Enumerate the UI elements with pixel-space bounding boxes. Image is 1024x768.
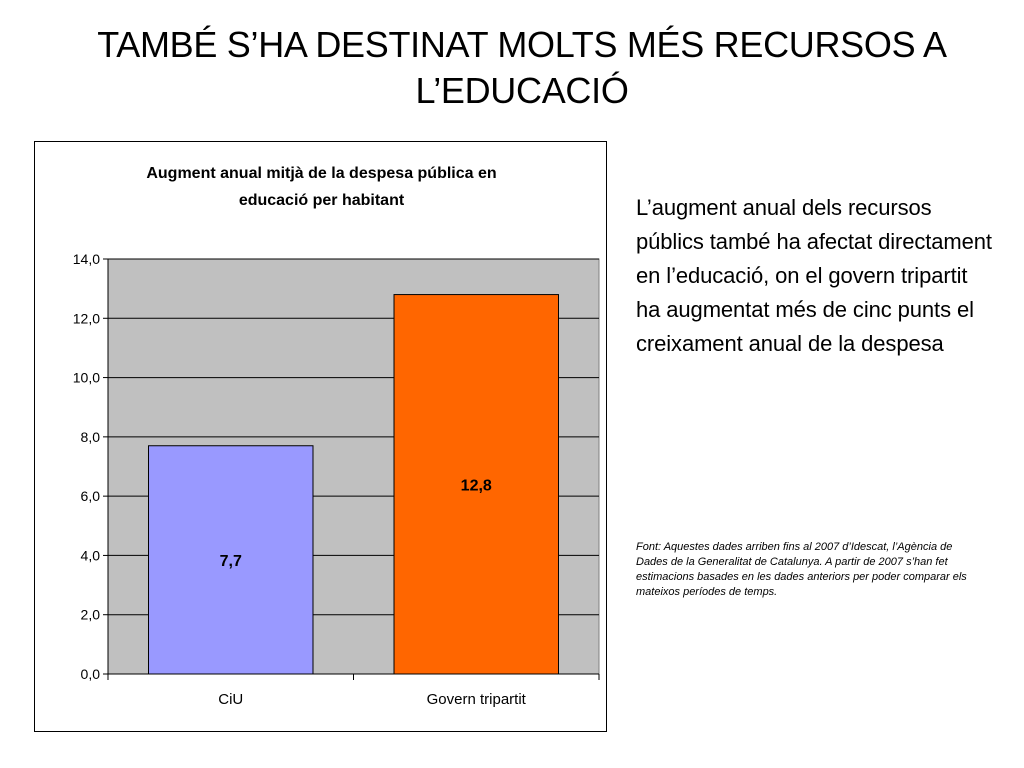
x-tick-label: Govern tripartit — [427, 691, 527, 708]
chart-frame: Augment anual mitjà de la despesa públic… — [34, 141, 607, 732]
description-text: L’augment anual dels recursos públics ta… — [636, 195, 992, 356]
chart-title-line-2: educació per habitant — [238, 192, 405, 209]
chart-title-line-1: Augment anual mitjà de la despesa públic… — [146, 165, 497, 182]
y-tick-label: 14,0 — [73, 251, 100, 267]
y-tick-label: 2,0 — [81, 607, 101, 623]
source-note: Font: Aquestes dades arriben fins al 200… — [636, 541, 967, 598]
y-tick-label: 12,0 — [73, 310, 100, 326]
bar — [148, 445, 314, 675]
x-tick-label: CiU — [218, 691, 243, 708]
bars — [148, 294, 559, 675]
bar-value-label: 12,8 — [461, 477, 492, 494]
y-tick-label: 4,0 — [81, 547, 101, 563]
bar — [393, 294, 559, 675]
y-tick-label: 8,0 — [81, 429, 101, 445]
axes — [103, 258, 600, 680]
chart-title: Augment anual mitjà de la despesa públic… — [35, 160, 608, 214]
y-tick-label: 10,0 — [73, 370, 100, 386]
labels: 0,0 2,0 4,0 6,0 8,0 10,0 12,0 14,0 7,7 CiU 12,8 Gov… — [73, 251, 527, 708]
bar-chart: 0,0 2,0 4,0 6,0 8,0 10,0 12,0 14,0 7,7 CiU 12,8 Gov… — [73, 251, 600, 708]
bar-value-label: 7,7 — [220, 553, 242, 570]
y-tick-label: 0,0 — [81, 666, 101, 682]
slide-title: TAMBÉ S’HA DESTINAT MOLTS MÉS RECURSOS A… — [97, 24, 947, 111]
y-tick-label: 6,0 — [81, 488, 101, 504]
